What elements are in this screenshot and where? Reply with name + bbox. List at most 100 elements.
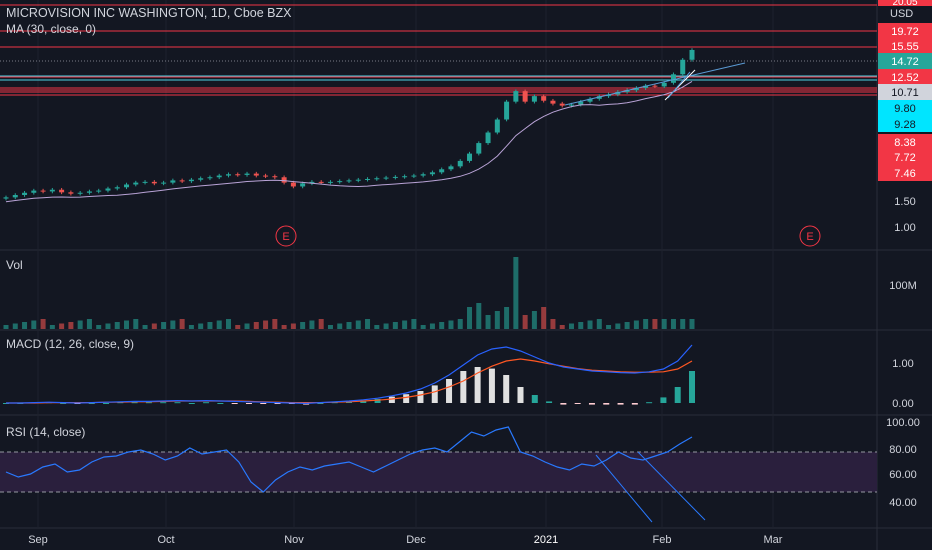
volume-bar-60	[559, 325, 565, 329]
volume-bar-35	[327, 325, 333, 329]
volume-bar-53	[494, 311, 500, 329]
price-tick-1-50: 1.50	[894, 196, 915, 208]
candle-body-55	[513, 91, 519, 102]
candle-body-18	[170, 180, 176, 183]
macd-hist-bar-38	[546, 401, 553, 403]
candle-body-48	[448, 166, 454, 170]
macd-hist-bar-45	[646, 402, 653, 404]
time-label-oct: Oct	[157, 534, 174, 546]
currency-bg	[882, 6, 922, 20]
candle-body-52	[485, 132, 491, 144]
candle-body-31	[290, 182, 296, 187]
macd-hist-bar-19	[274, 403, 281, 404]
rsi-pane-label[interactable]: RSI (14, close)	[6, 425, 86, 439]
volume-bar-24	[225, 319, 231, 329]
volume-bar-61	[568, 323, 574, 329]
macd-pane-label[interactable]: MACD (12, 26, close, 9)	[6, 337, 135, 351]
candle-body-34	[318, 181, 324, 183]
price-tag-14-72: 14.72	[891, 56, 919, 68]
volume-bars	[3, 257, 695, 329]
earnings-marker-1	[799, 225, 821, 247]
time-label-nov: Nov	[284, 534, 304, 546]
candle-body-33	[309, 181, 315, 184]
volume-bar-8	[77, 320, 83, 329]
macd-hist-bar-6	[88, 403, 95, 404]
candles	[3, 48, 695, 201]
candle-body-16	[151, 181, 157, 184]
macd-hist-bar-46	[660, 397, 667, 403]
candle-body-27	[253, 173, 259, 176]
macd-hist-bar-37	[531, 395, 538, 403]
candle-body-4	[40, 190, 46, 192]
volume-bar-33	[309, 320, 315, 329]
volume-bar-47	[439, 322, 445, 329]
rsi-tick-2: 60.00	[889, 469, 917, 481]
volume-bar-30	[281, 325, 287, 329]
volume-bar-29	[272, 319, 278, 329]
volume-bar-16	[151, 323, 157, 329]
macd-hist-bar-22	[317, 403, 324, 404]
ma-indicator-label[interactable]: MA (30, close, 0)	[6, 22, 97, 36]
volume-bar-44	[411, 319, 417, 329]
volume-pane-label[interactable]: Vol	[6, 258, 23, 272]
candle-body-39	[365, 178, 371, 180]
earnings-label-1: E	[806, 231, 813, 243]
volume-bar-70	[652, 319, 658, 329]
volume-bar-38	[355, 320, 361, 329]
price-tag-bg-9-80	[878, 100, 932, 116]
volume-bar-15	[142, 325, 148, 329]
currency-label[interactable]: USD	[890, 8, 914, 20]
macd-hist-bar-14	[203, 402, 210, 404]
volume-bar-36	[337, 323, 343, 329]
macd-hist-bar-40	[574, 403, 581, 404]
volume-bar-39	[365, 319, 371, 329]
volume-bar-73	[680, 319, 686, 329]
volume-bar-59	[550, 319, 556, 329]
macd-hist-bar-31	[446, 379, 453, 403]
volume-bar-28	[263, 320, 269, 329]
macd-hist-bar-32	[460, 371, 467, 403]
volume-bar-7	[68, 322, 74, 329]
volume-bar-66	[615, 323, 621, 329]
price-tag-bg-14-72	[878, 53, 932, 69]
macd-hist-bar-17	[245, 403, 252, 404]
price-tag-bg-top	[878, 0, 932, 6]
price-tag-bg-7-46	[878, 165, 932, 181]
price-tag-8-38: 8.38	[894, 137, 915, 149]
candle-body-57	[531, 96, 537, 102]
macd-hist-bar-10	[145, 402, 152, 404]
volume-bar-45	[420, 325, 426, 329]
volume-bar-26	[244, 323, 250, 329]
macd-hist-bar-30	[431, 385, 438, 403]
candle-body-67	[624, 90, 630, 92]
time-label-dec: Dec	[406, 534, 426, 546]
rsi-trendline-1	[595, 454, 653, 523]
rsi-line	[5, 426, 693, 493]
macd-hist-bar-27	[388, 396, 395, 403]
candle-body-49	[457, 160, 463, 167]
macd-hist-bar-28	[403, 394, 410, 403]
candle-body-26	[244, 173, 250, 175]
volume-bar-51	[476, 303, 482, 329]
symbol-title: MICROVISION INC WASHINGTON, 1D, Cboe BZX	[6, 6, 292, 20]
volume-bar-49	[457, 319, 463, 329]
candle-body-61	[568, 104, 574, 106]
volume-bar-0	[3, 325, 9, 329]
candle-body-22	[207, 177, 213, 179]
volume-bar-10	[96, 325, 102, 329]
macd-histogram	[3, 367, 695, 405]
volume-bar-50	[467, 307, 473, 329]
volume-bar-2	[22, 322, 28, 329]
volume-bar-18	[170, 320, 176, 329]
candle-body-73	[680, 59, 686, 75]
candle-body-19	[179, 180, 185, 182]
candle-body-2	[22, 192, 28, 196]
price-tag-bg-15-55	[878, 38, 932, 54]
macd-tick-1: 1.00	[892, 358, 913, 370]
candle-body-1	[12, 195, 18, 198]
macd-hist-bar-35	[503, 375, 510, 403]
candle-body-50	[467, 153, 473, 161]
candle-body-14	[133, 182, 139, 185]
macd-hist-bar-12	[174, 402, 181, 404]
